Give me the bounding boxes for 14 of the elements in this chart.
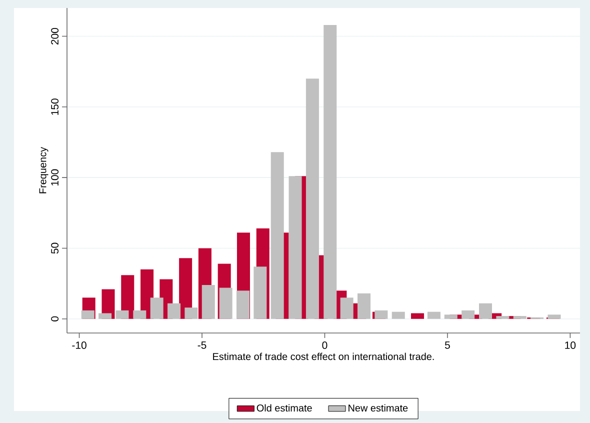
legend-label: Old estimate (256, 404, 312, 412)
x-tick-label: -5 (198, 342, 206, 349)
x-axis-title: Estimate of trade cost effect on international trade. (213, 352, 434, 360)
legend-label: New estimate (348, 404, 408, 412)
y-tick-label: 200 (51, 28, 59, 44)
y-tick-label: 100 (51, 169, 59, 186)
y-axis-title: Frequency (39, 146, 48, 194)
x-tick-label: -10 (72, 342, 86, 349)
y-tick-label: 150 (51, 98, 59, 115)
x-tick-label: 5 (444, 342, 450, 349)
y-tick-label: 50 (51, 242, 59, 254)
x-tick-label: 0 (322, 342, 328, 349)
x-tick-label: 10 (565, 342, 576, 349)
y-tick-label: 0 (51, 316, 59, 322)
